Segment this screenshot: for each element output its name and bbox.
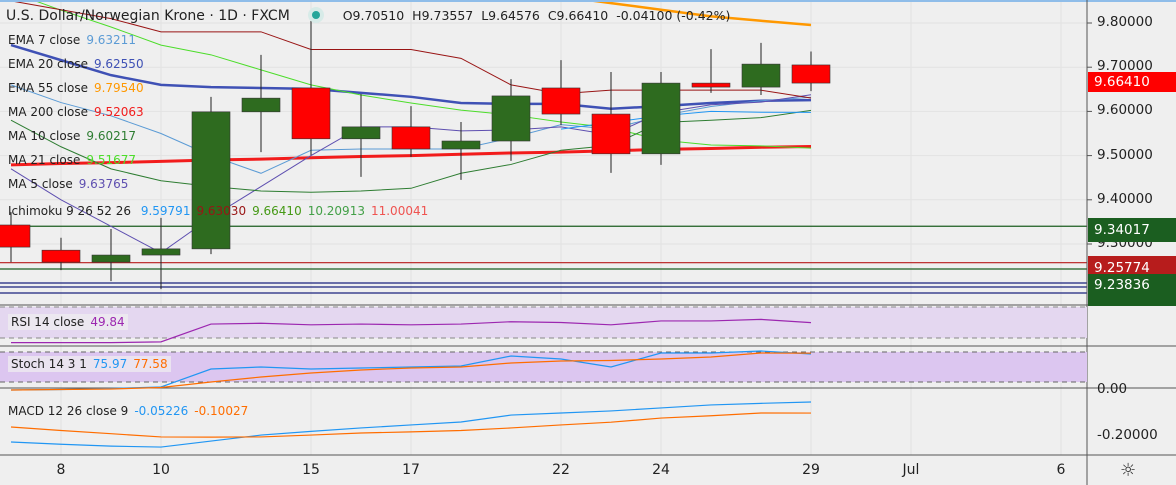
- legend-label: MACD 12 26 close 9: [8, 404, 129, 418]
- candle-down: [541, 87, 581, 115]
- candle-down: [591, 113, 631, 155]
- macd-tick-label: 0.00: [1097, 381, 1128, 397]
- x-tick-label: 15: [302, 462, 320, 478]
- candle-down: [291, 87, 331, 140]
- legend-ichimoku[interactable]: Ichimoku 9 26 52 26 9.59791 9.63030 9.6641…: [8, 204, 428, 218]
- legend-label: EMA 55 close: [8, 81, 88, 95]
- ichimoku-value: 9.59791: [140, 204, 191, 218]
- legend-ema-20-close[interactable]: EMA 20 close 9.62550: [8, 57, 144, 71]
- ichimoku-value: 9.63030: [196, 204, 247, 218]
- x-tick-label: 10: [152, 462, 170, 478]
- x-tick-label: 6: [1056, 462, 1066, 478]
- price-label: 9.23836: [1088, 274, 1176, 306]
- legend-value: 9.60217: [86, 129, 136, 143]
- macd-tick-label: -0.20000: [1097, 427, 1158, 443]
- legend-label: MA 21 close: [8, 153, 81, 167]
- stoch-band: [0, 352, 1087, 382]
- legend-label: MA 10 close: [8, 129, 81, 143]
- x-tick-label: 22: [552, 462, 570, 478]
- x-tick-label: 8: [56, 462, 66, 478]
- market-status-icon: [312, 11, 321, 19]
- rsi-line: [11, 318, 812, 344]
- low-value: L9.64576: [481, 8, 540, 23]
- candle-down: [391, 126, 431, 150]
- legend-value: 9.62550: [93, 57, 144, 71]
- gear-icon[interactable]: ☼: [1120, 460, 1137, 481]
- legend-stoch[interactable]: Stoch 14 3 1 75.97 77.58: [8, 356, 171, 372]
- stoch-d-value: 77.58: [133, 357, 168, 371]
- legend-ema-7-close[interactable]: EMA 7 close 9.63211: [8, 33, 136, 47]
- x-tick-label: 24: [652, 462, 670, 478]
- legend-macd[interactable]: MACD 12 26 close 9 -0.05226 -0.10027: [8, 404, 248, 418]
- candle-up: [441, 140, 481, 150]
- legend-label: Stoch 14 3 1: [11, 357, 87, 371]
- symbol-name: U.S. Dollar/Norwegian Krone: [6, 8, 205, 24]
- price-label: 9.66410: [1088, 72, 1176, 92]
- macd-value: -0.05226: [134, 404, 189, 418]
- stoch-k-value: 75.97: [92, 357, 128, 371]
- legend-ma-10-close[interactable]: MA 10 close 9.60217: [8, 129, 136, 143]
- interval[interactable]: 1D: [218, 8, 238, 24]
- close-value: C9.66410: [547, 8, 609, 23]
- candle-up: [191, 111, 231, 250]
- ichimoku-value: 11.00041: [370, 204, 429, 218]
- chart-title: U.S. Dollar/Norwegian Krone · 1D · FXCM …: [6, 8, 731, 24]
- y-tick-label: 9.70000: [1097, 58, 1153, 75]
- candle-up: [241, 97, 281, 113]
- legend-label: EMA 20 close: [8, 57, 88, 71]
- legend-value: 9.51677: [86, 153, 136, 167]
- legend-label: EMA 7 close: [8, 33, 81, 47]
- stoch-d-line: [10, 352, 812, 391]
- candle-up: [91, 254, 131, 263]
- indicator-line-ema-55-close: [578, 0, 812, 27]
- y-tick-label: 9.60000: [1097, 102, 1153, 119]
- legend-value: 9.79540: [93, 81, 144, 95]
- macd-signal-line: [10, 412, 812, 438]
- top-border: [0, 0, 1176, 2]
- legend-rsi[interactable]: RSI 14 close 49.84: [8, 314, 128, 330]
- candle-up: [141, 248, 181, 256]
- candle-down: [791, 64, 831, 84]
- candle-up: [341, 126, 381, 140]
- candle-down: [0, 224, 31, 248]
- x-tick-label: 17: [402, 462, 420, 478]
- legend-value: 9.63765: [78, 177, 129, 191]
- open-value: O9.70510: [342, 8, 405, 23]
- y-tick-label: 9.50000: [1097, 146, 1153, 163]
- legend-label: MA 5 close: [8, 177, 73, 191]
- legend-ma-21-close[interactable]: MA 21 close 9.51677: [8, 153, 136, 167]
- legend-ma-5-close[interactable]: MA 5 close 9.63765: [8, 177, 128, 191]
- candle-up: [491, 95, 531, 142]
- y-tick-label: 9.40000: [1097, 190, 1153, 207]
- source: FXCM: [251, 8, 290, 24]
- macd-line: [10, 401, 812, 448]
- change-value: -0.04100 (-0.42%): [616, 8, 731, 23]
- ichimoku-value: 9.66410: [252, 204, 302, 218]
- rsi-value: 49.84: [90, 315, 125, 329]
- ichimoku-value: 10.20913: [307, 204, 365, 218]
- legend-label: RSI 14 close: [11, 315, 85, 329]
- legend-label: MA 200 close: [8, 105, 89, 119]
- legend-value: 9.63211: [86, 33, 136, 47]
- y-tick-label: 9.80000: [1097, 14, 1153, 30]
- candle-down: [691, 82, 731, 88]
- high-value: H9.73557: [412, 8, 474, 23]
- candle-up: [741, 63, 781, 88]
- x-tick-label: 29: [802, 462, 820, 478]
- legend-ema-55-close[interactable]: EMA 55 close 9.79540: [8, 81, 144, 95]
- legend-ma-200-close[interactable]: MA 200 close 9.52063: [8, 105, 144, 119]
- x-tick-label: Jul: [902, 462, 920, 478]
- legend-label: Ichimoku 9 26 52 26: [8, 204, 131, 218]
- candle-up: [641, 82, 681, 155]
- price-label: 9.34017: [1088, 218, 1176, 242]
- macd-signal-value: -0.10027: [194, 404, 249, 418]
- legend-value: 9.52063: [94, 105, 144, 119]
- candle-down: [41, 249, 81, 263]
